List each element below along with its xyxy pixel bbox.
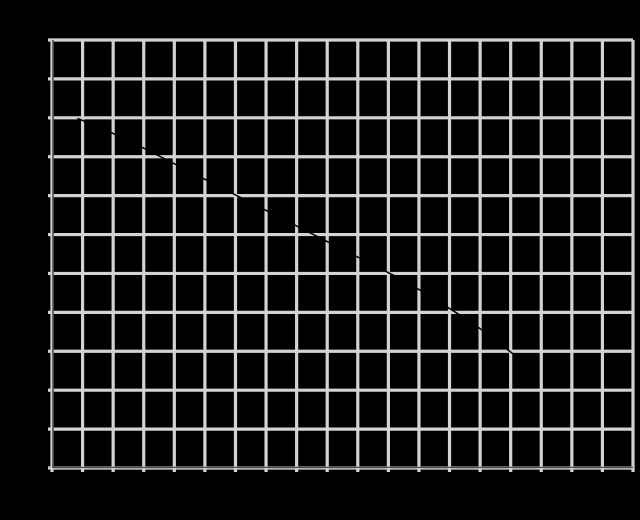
axis-spines [52,40,633,469]
vertical-gridlines [50,40,635,468]
x-axis-ticks [50,468,635,472]
data-series-group [77,117,535,370]
axes-background [52,40,633,468]
data-line-series-1 [77,117,535,370]
